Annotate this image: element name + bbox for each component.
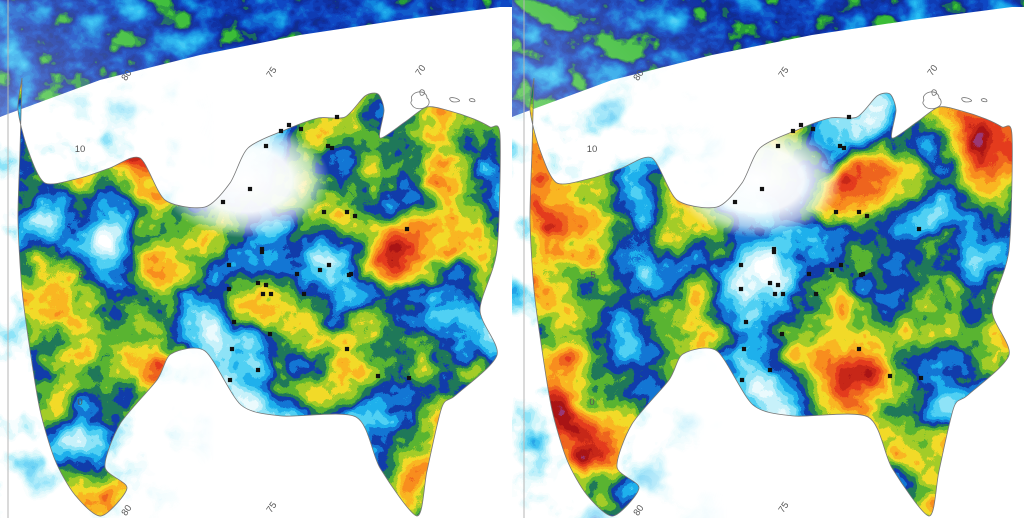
- svg-text:10: 10: [587, 144, 598, 155]
- svg-text:5: 5: [78, 270, 83, 281]
- svg-text:0: 0: [589, 397, 594, 408]
- svg-text:10: 10: [75, 144, 86, 155]
- svg-text:0: 0: [77, 397, 82, 408]
- svg-text:5: 5: [590, 270, 595, 281]
